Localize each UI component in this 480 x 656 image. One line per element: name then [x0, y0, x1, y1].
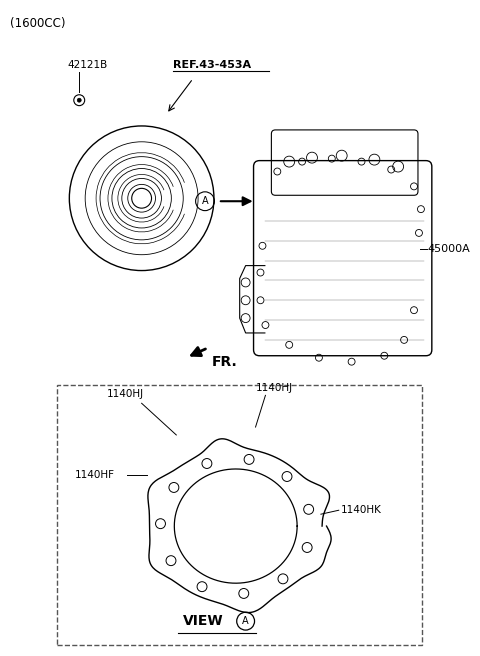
Text: FR.: FR.	[212, 355, 238, 369]
Text: A: A	[242, 616, 249, 626]
Text: 45000A: 45000A	[428, 244, 470, 254]
Text: 1140HJ: 1140HJ	[107, 389, 144, 400]
Text: 1140HF: 1140HF	[75, 470, 115, 480]
Text: REF.43-453A: REF.43-453A	[173, 60, 252, 70]
Circle shape	[77, 98, 81, 102]
Text: (1600CC): (1600CC)	[10, 17, 65, 30]
Text: A: A	[202, 196, 208, 206]
Text: 1140HJ: 1140HJ	[255, 383, 293, 394]
Text: VIEW: VIEW	[183, 614, 224, 628]
Text: 42121B: 42121B	[67, 60, 108, 70]
Text: 1140HK: 1140HK	[341, 505, 382, 515]
